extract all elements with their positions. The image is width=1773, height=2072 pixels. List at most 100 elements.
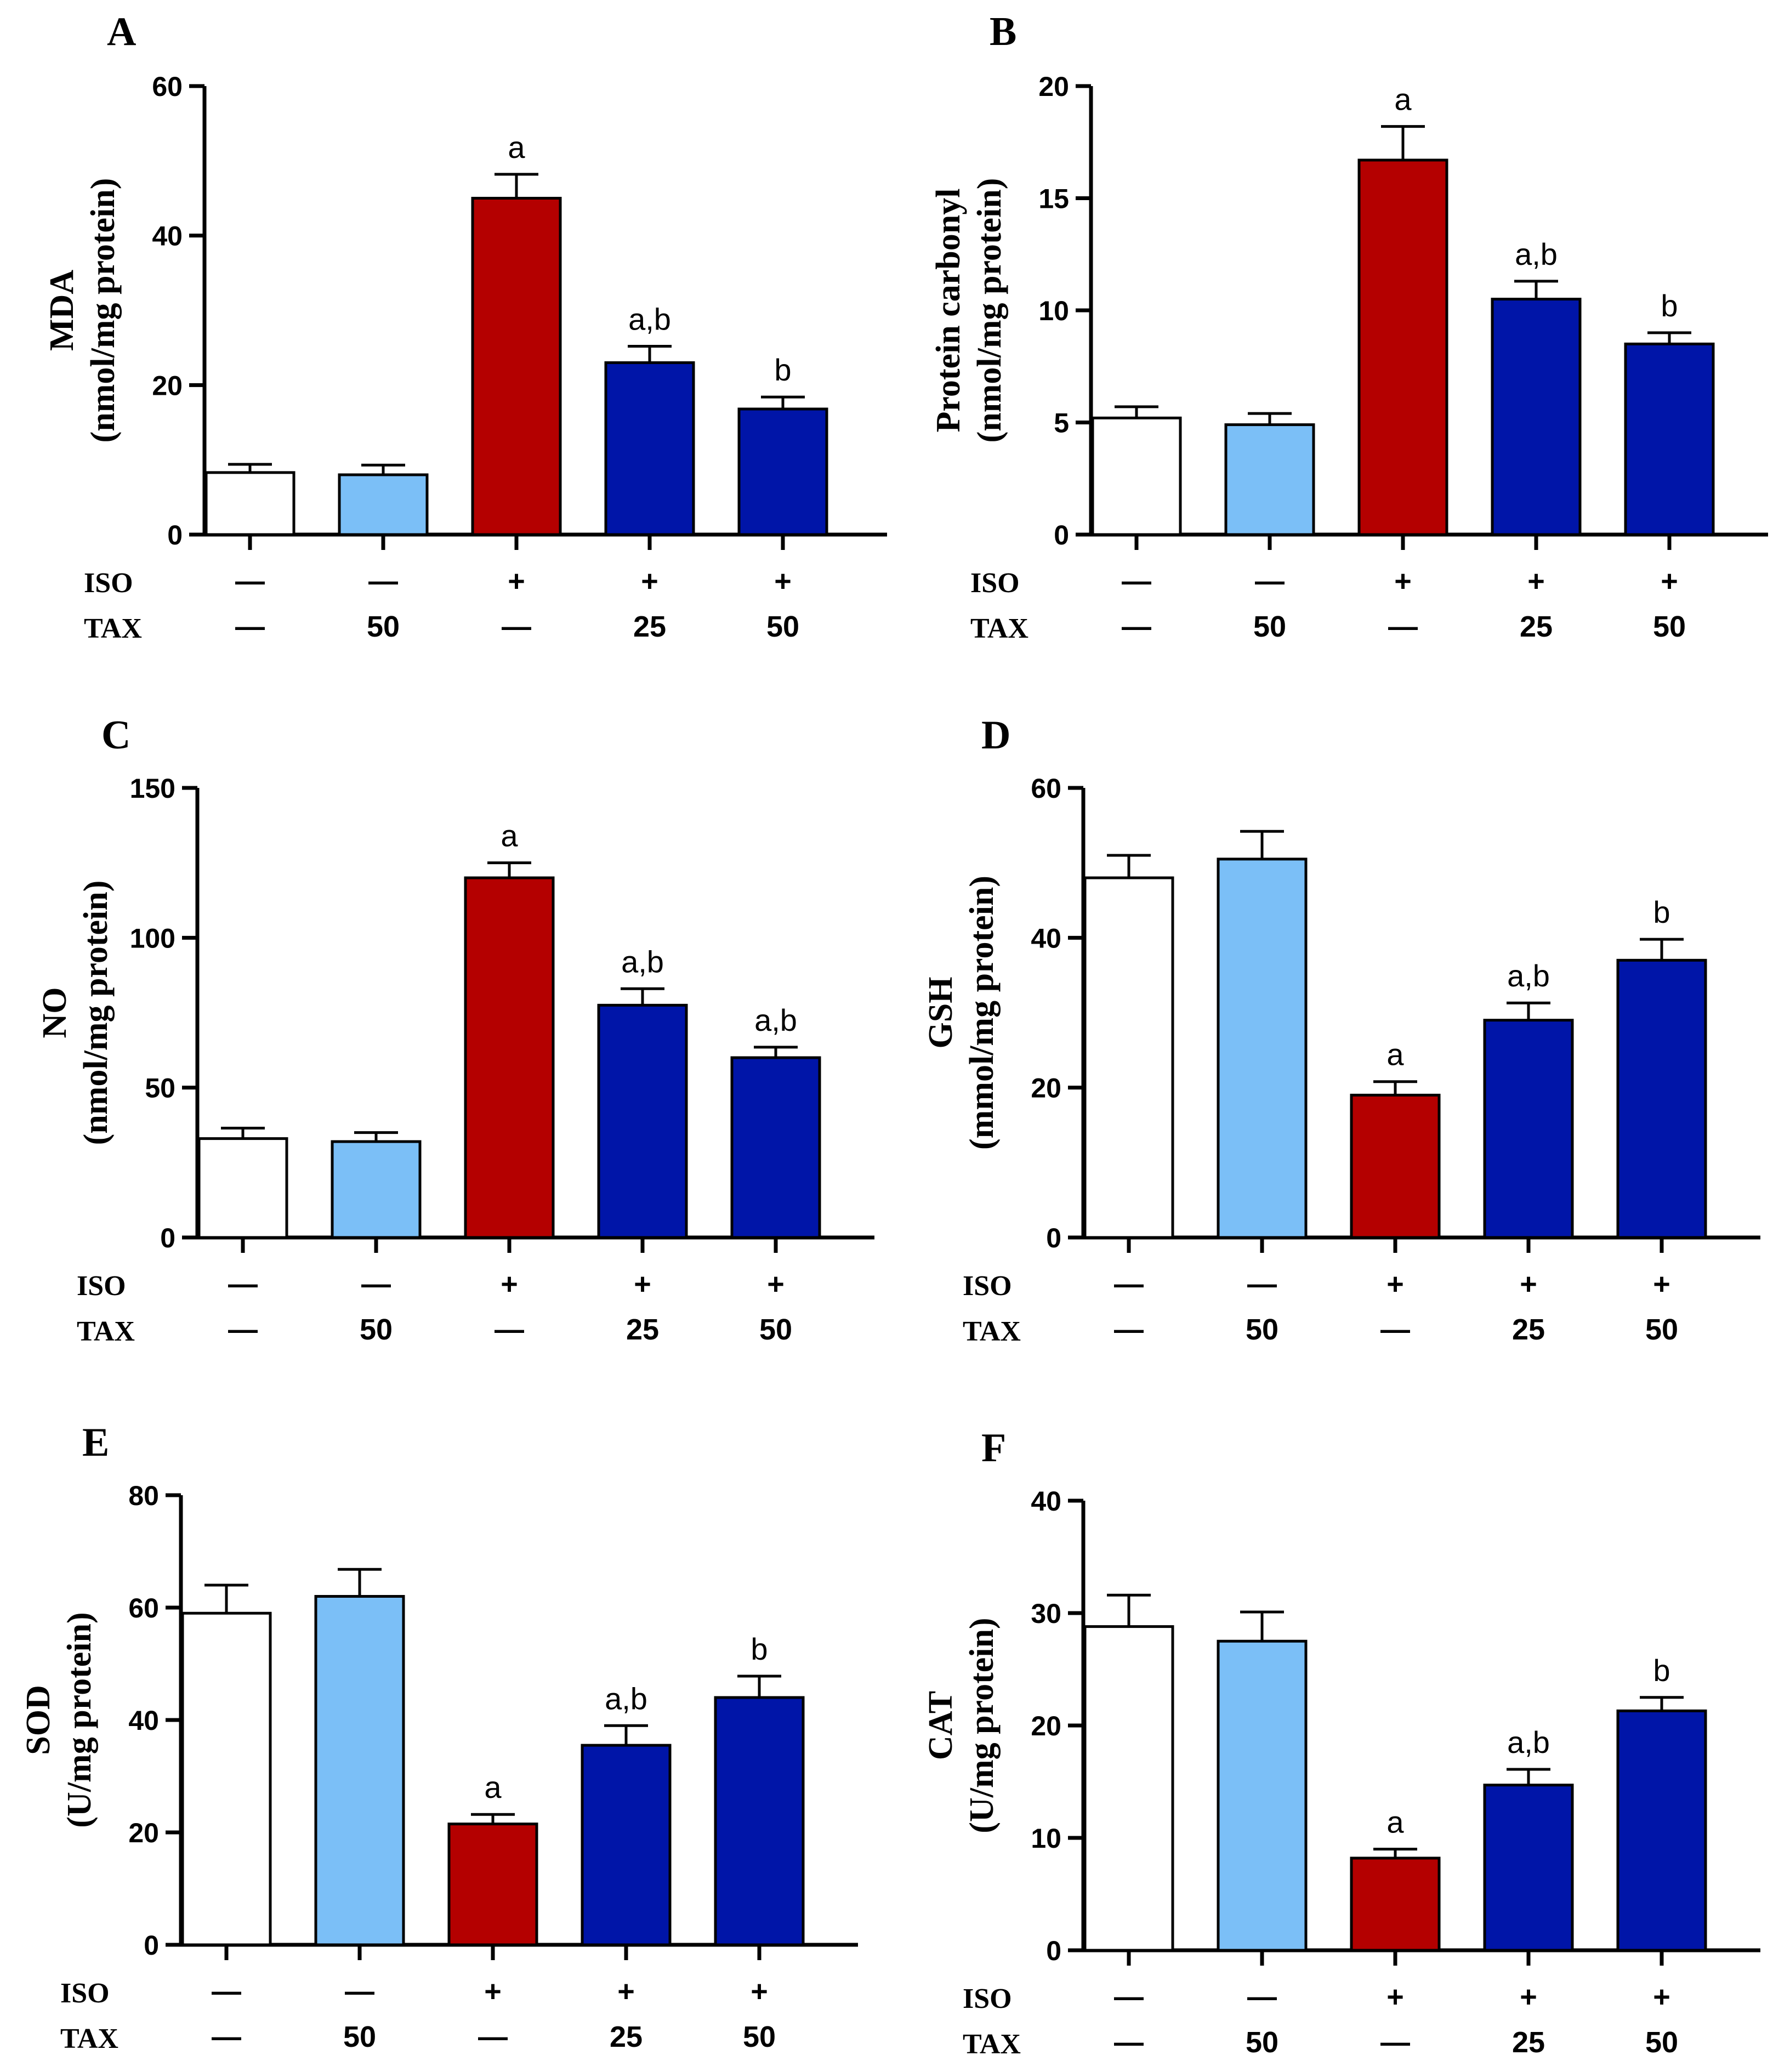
bar [597, 1003, 688, 1239]
tax-value: — [235, 610, 265, 643]
tax-value: 25 [1512, 1313, 1545, 1346]
bar [314, 1595, 405, 1946]
bar [1483, 1019, 1574, 1239]
bar [1350, 1857, 1441, 1952]
y-tick-label: 40 [128, 1705, 159, 1736]
bar [181, 1611, 272, 1946]
y-tick-label: 20 [128, 1818, 159, 1848]
y-tick-label: 20 [152, 370, 183, 401]
iso-row-label: ISO [60, 1978, 110, 2009]
significance-label: a [1386, 1037, 1404, 1072]
y-tick-label: 40 [1031, 1486, 1061, 1517]
iso-value: — [1247, 1268, 1277, 1301]
y-tick-label: 150 [130, 773, 175, 804]
iso-row-label: ISO [77, 1270, 126, 1302]
tax-value: — [1114, 1313, 1144, 1346]
bar [471, 197, 562, 536]
bar [1350, 1093, 1441, 1239]
panel-c: C NO (nmol/mg protein) 0 50 100 150 — — — 50 a + — a,b… [36, 713, 874, 1347]
iso-value: — [1122, 565, 1151, 598]
significance-label: a,b [605, 1681, 647, 1716]
panel-letter: D [981, 713, 1010, 758]
significance-label: a,b [754, 1003, 797, 1037]
iso-value: — [368, 565, 398, 598]
significance-label: a [501, 819, 518, 853]
y-tick-label: 20 [1038, 71, 1069, 102]
tax-value: — [478, 2020, 508, 2053]
tax-row-label: TAX [84, 613, 142, 644]
iso-value: + [1520, 1980, 1537, 2013]
y-tick-label: 20 [1031, 1711, 1061, 1741]
tax-value: 50 [1645, 2026, 1678, 2059]
tax-value: 50 [343, 2020, 376, 2053]
bar [197, 1137, 288, 1239]
bar [604, 361, 695, 536]
significance-label: b [751, 1632, 768, 1666]
iso-row-label: ISO [84, 567, 133, 599]
panel-f: F CAT (U/mg protein) 0 10 20 30 40 — — — 50 a + — a,b +2… [922, 1426, 1760, 2060]
iso-row-label: ISO [970, 567, 1020, 599]
iso-value: + [1653, 1980, 1670, 2013]
iso-value: — [1255, 565, 1285, 598]
tax-value: 50 [766, 610, 799, 643]
y-tick-label: 60 [1031, 773, 1061, 804]
iso-value: — [345, 1975, 374, 2008]
bar [331, 1140, 422, 1239]
iso-value: + [1527, 565, 1545, 598]
y-tick-label: 60 [128, 1593, 159, 1623]
tax-value: — [1380, 2026, 1410, 2059]
y-tick-label: 0 [1046, 1223, 1061, 1253]
bar [1083, 1625, 1174, 1952]
significance-label: a,b [1515, 237, 1558, 271]
iso-row-label: ISO [963, 1983, 1012, 2014]
iso-value: + [1386, 1268, 1404, 1301]
bar [730, 1056, 821, 1239]
tax-row-label: TAX [77, 1316, 135, 1347]
bar [581, 1744, 672, 1946]
y-axis-label-line: (nmol/mg protein) [84, 178, 122, 443]
tax-row-label: TAX [963, 2029, 1021, 2060]
iso-value: + [751, 1975, 768, 2008]
y-tick-label: 20 [1031, 1073, 1061, 1104]
y-tick-label: 0 [144, 1930, 159, 1961]
iso-value: + [1394, 565, 1412, 598]
significance-label: a [1386, 1805, 1404, 1840]
panel-letter: B [990, 9, 1016, 54]
iso-value: + [634, 1268, 651, 1301]
bar [1091, 416, 1182, 536]
tax-value: 50 [360, 1313, 393, 1346]
significance-label: a [484, 1770, 502, 1804]
bar [1357, 158, 1448, 536]
iso-value: + [767, 1268, 785, 1301]
y-axis-label-line: (nmol/mg protein) [971, 178, 1008, 443]
panel-letter: E [82, 1420, 109, 1465]
significance-label: a [1394, 82, 1412, 117]
iso-value: + [1520, 1268, 1537, 1301]
tax-value: 50 [1246, 1313, 1278, 1346]
iso-value: + [1661, 565, 1678, 598]
bar [737, 407, 828, 536]
significance-label: b [1653, 1653, 1670, 1688]
bar [204, 471, 296, 536]
y-tick-label: 0 [1054, 520, 1069, 550]
significance-label: b [774, 353, 791, 387]
panel-b: B Protein carbonyl (nmol/mg protein) 0 5 10 15… [930, 9, 1768, 644]
tax-value: — [1114, 2026, 1144, 2059]
y-axis-label-line: (U/mg protein) [61, 1612, 98, 1827]
bar [1616, 958, 1707, 1239]
iso-value: + [617, 1975, 635, 2008]
iso-value: + [484, 1975, 502, 2008]
y-tick-label: 0 [167, 520, 183, 550]
tax-value: 25 [626, 1313, 659, 1346]
iso-value: + [774, 565, 792, 598]
bar [1083, 876, 1174, 1239]
tax-value: — [502, 610, 531, 643]
tax-value: — [1122, 610, 1151, 643]
iso-value: + [501, 1268, 518, 1301]
significance-label: a,b [1507, 958, 1550, 993]
bar [1624, 342, 1715, 536]
y-axis-label-line: GSH [922, 977, 959, 1049]
bar [464, 876, 555, 1239]
tax-value: 50 [743, 2020, 776, 2053]
y-tick-label: 80 [128, 1480, 159, 1511]
